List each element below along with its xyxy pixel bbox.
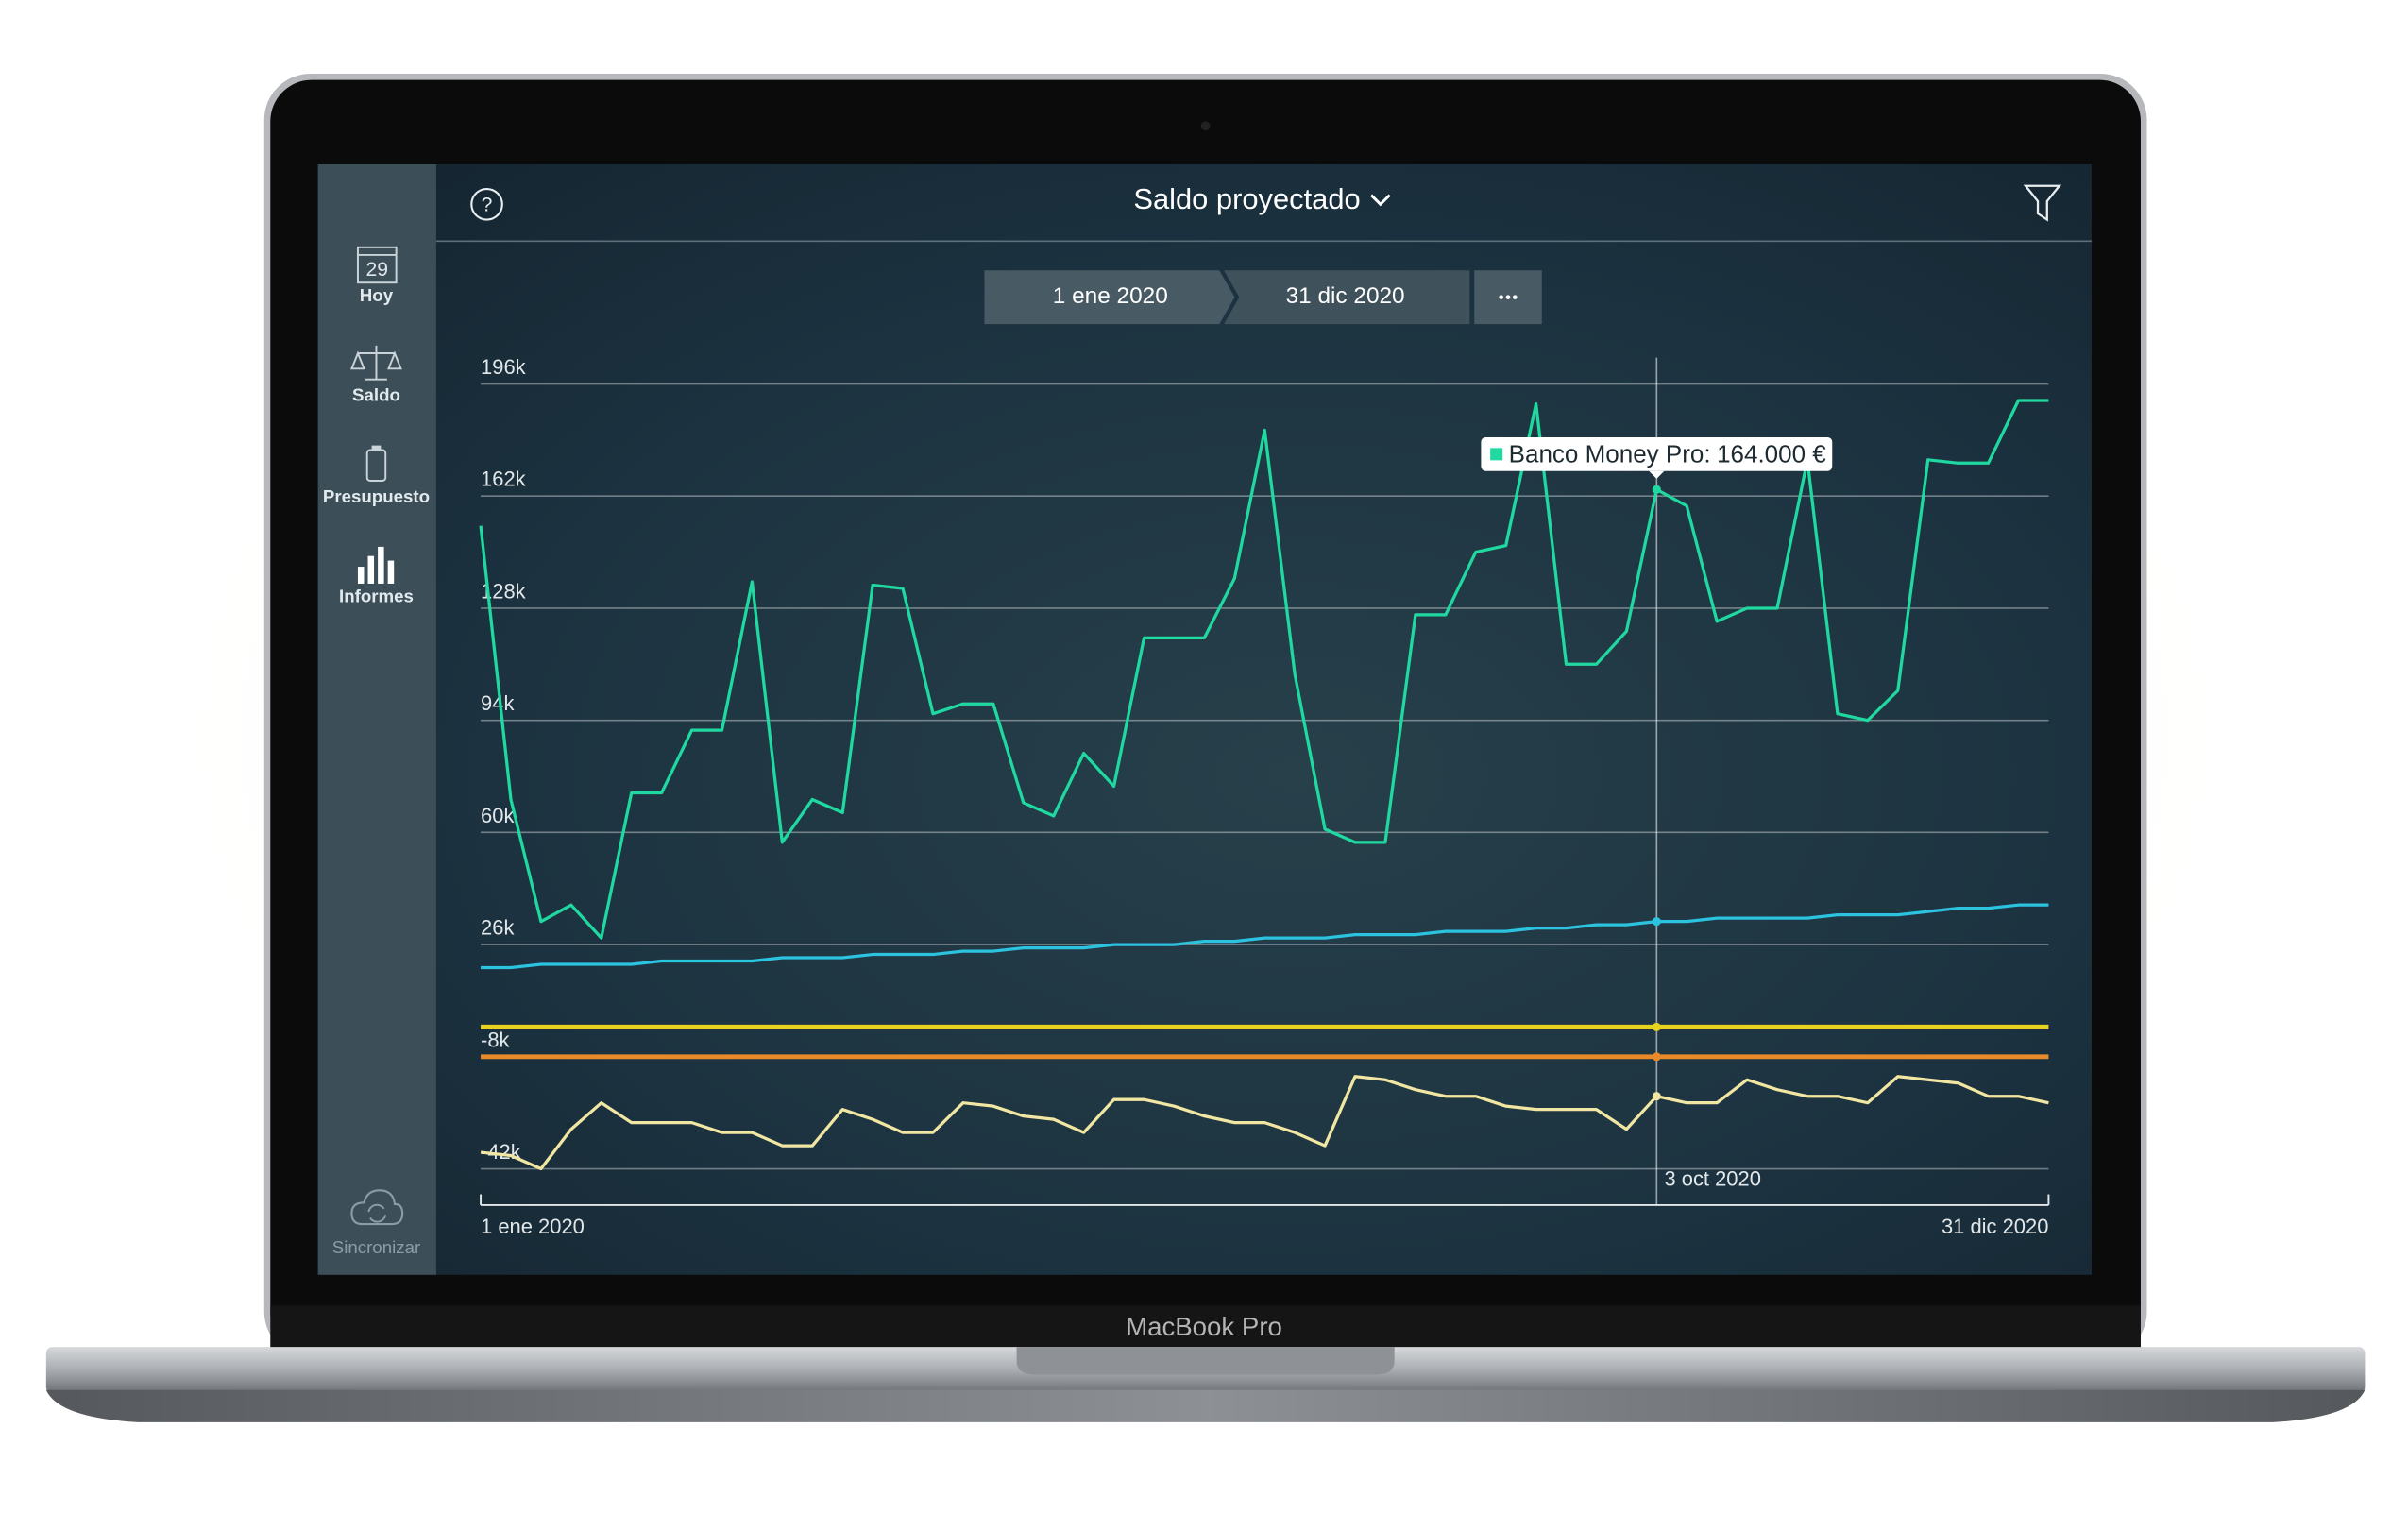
y-tick-label: 94k (481, 691, 514, 715)
reports-icon-bar (357, 567, 365, 584)
more-dot (1513, 295, 1518, 299)
sidebar-budget[interactable]: Presupuesto (323, 445, 430, 506)
device-label: MacBook Pro (1126, 1312, 1282, 1341)
more-dot (1505, 295, 1511, 299)
tooltip-text: Banco Money Pro: 164.000 € (1509, 439, 1827, 468)
title-chevron[interactable] (1370, 194, 1391, 207)
series-line (479, 399, 2049, 940)
sidebar-today[interactable]: 29 Hoy (356, 246, 398, 305)
camera (1200, 121, 1211, 131)
date-start-button[interactable] (984, 270, 1235, 325)
y-tick-label: 162k (481, 468, 526, 491)
sidebar-label: Informes (339, 587, 414, 606)
date-start: 1 ene 2020 (1053, 283, 1168, 309)
sidebar-label: Saldo (352, 384, 400, 404)
date-end-button[interactable] (1224, 270, 1470, 325)
reports-icon-bar (387, 560, 395, 584)
tooltip-pointer (1649, 470, 1665, 479)
crosshair-dot (1652, 1092, 1661, 1101)
x-tick-label: 31 dic 2020 (1942, 1215, 2048, 1238)
reports-icon-bar (367, 555, 375, 584)
more-dot (1499, 295, 1503, 299)
sidebar (317, 164, 436, 1275)
y-tick-label: 26k (481, 916, 514, 940)
tooltip-series-name: Banco Money Pro (1509, 439, 1704, 468)
crosshair-dot (1652, 485, 1661, 494)
sidebar-label: Sincronizar (332, 1237, 420, 1257)
laptop-base-edge (45, 1389, 2366, 1422)
scale-icon (350, 345, 402, 381)
notch (1016, 1347, 1395, 1375)
app-screen (317, 164, 2092, 1275)
tooltip-separator: : (1704, 439, 1710, 468)
crosshair-dot (1652, 1022, 1661, 1031)
cloud-icon (350, 1189, 404, 1226)
crosshair-dot (1652, 917, 1661, 927)
tooltip: Banco Money Pro: 164.000 € (1481, 436, 1833, 479)
help-button[interactable]: ? (470, 187, 503, 221)
crosshair-dot (1652, 1052, 1661, 1062)
sidebar-balance[interactable]: Saldo (350, 345, 402, 405)
calendar-icon (356, 246, 398, 284)
series-line (481, 903, 2049, 970)
bottom-bezel (270, 1305, 2141, 1352)
x-tick-label: 1 ene 2020 (481, 1215, 585, 1238)
help-glyph: ? (482, 194, 493, 215)
y-tick-label: 60k (481, 804, 514, 827)
series-line (480, 1075, 2049, 1171)
date-end: 31 dic 2020 (1286, 283, 1405, 309)
calendar-day: 29 (366, 259, 389, 281)
help-circle (470, 187, 503, 221)
budget-icon-cap (371, 445, 382, 451)
report-title[interactable]: Saldo proyectado (1133, 182, 1360, 215)
sidebar-sync[interactable]: Sincronizar (332, 1189, 420, 1257)
filter-button[interactable] (2023, 184, 2062, 222)
sidebar-reports[interactable]: Informes (339, 546, 414, 606)
y-tick-label: 196k (481, 355, 526, 379)
crosshair-label: 3 oct 2020 (1664, 1167, 1760, 1191)
sync-arrows (367, 1203, 387, 1223)
y-tick-label: -8k (481, 1028, 510, 1051)
sidebar-label: Presupuesto (323, 486, 430, 506)
sidebar-label: Hoy (360, 285, 394, 305)
tooltip-value: 164.000 € (1717, 439, 1826, 468)
reports-icon-bar (378, 546, 384, 584)
tooltip-swatch (1490, 448, 1503, 461)
tooltip-box (1481, 436, 1833, 471)
